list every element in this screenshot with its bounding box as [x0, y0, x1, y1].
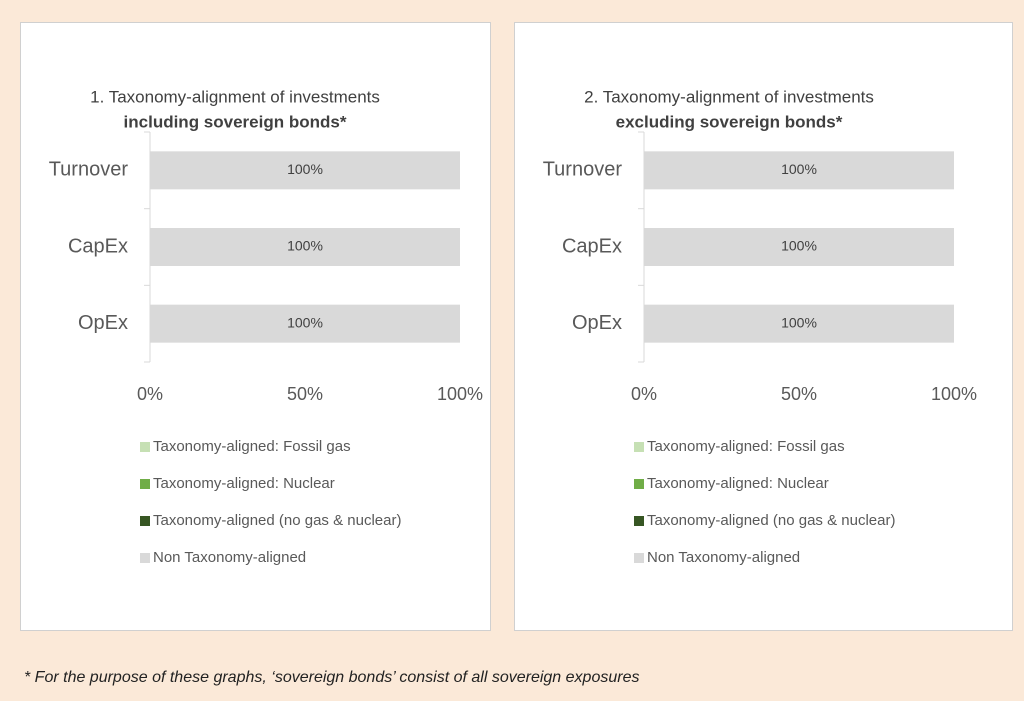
legend-label: Taxonomy-aligned: Fossil gas: [647, 438, 845, 455]
data-label: 100%: [287, 238, 323, 254]
bar-segment: [150, 228, 460, 266]
legend-swatch: [140, 553, 150, 563]
legend-label: Taxonomy-aligned (no gas & nuclear): [153, 512, 401, 529]
x-tick-label: 50%: [781, 384, 817, 404]
bar-segment: [644, 151, 954, 190]
data-label: 100%: [287, 314, 323, 330]
legend-label: Taxonomy-aligned: Nuclear: [153, 475, 335, 492]
legend-swatch: [140, 516, 150, 526]
x-tick-label: 100%: [931, 384, 977, 404]
x-tick-label: 50%: [287, 384, 323, 404]
legend-label: Taxonomy-aligned: Nuclear: [647, 475, 829, 492]
y-tick-label: Turnover: [543, 159, 623, 181]
bar-segment: [644, 304, 954, 343]
bar-segment: [150, 304, 460, 343]
bar-segment: [150, 151, 460, 190]
legend-label: Taxonomy-aligned: Fossil gas: [153, 438, 351, 455]
legend-swatch: [634, 442, 644, 452]
legend-swatch: [140, 479, 150, 489]
legend-label: Non Taxonomy-aligned: [153, 549, 306, 566]
data-label: 100%: [781, 238, 817, 254]
legend-label: Non Taxonomy-aligned: [647, 549, 800, 566]
x-tick-label: 0%: [137, 384, 163, 404]
legend-label: Taxonomy-aligned (no gas & nuclear): [647, 512, 895, 529]
bar-segment: [644, 228, 954, 266]
x-tick-label: 100%: [437, 384, 483, 404]
legend-swatch: [634, 553, 644, 563]
y-tick-label: OpEx: [78, 312, 128, 334]
y-tick-label: CapEx: [562, 235, 622, 257]
legend-swatch: [634, 516, 644, 526]
y-tick-label: Turnover: [49, 159, 129, 181]
chart-subtitle: excluding sovereign bonds*: [616, 112, 843, 131]
data-label: 100%: [781, 314, 817, 330]
legend-swatch: [634, 479, 644, 489]
data-label: 100%: [781, 161, 817, 177]
chart-title: 1. Taxonomy-alignment of investments: [90, 87, 380, 106]
chart-title: 2. Taxonomy-alignment of investments: [584, 87, 874, 106]
y-tick-label: OpEx: [572, 312, 622, 334]
x-tick-label: 0%: [631, 384, 657, 404]
chart-subtitle: including sovereign bonds*: [124, 112, 347, 131]
legend-swatch: [140, 442, 150, 452]
footnote: * For the purpose of these graphs, ‘sove…: [24, 669, 639, 686]
y-tick-label: CapEx: [68, 235, 128, 257]
data-label: 100%: [287, 161, 323, 177]
